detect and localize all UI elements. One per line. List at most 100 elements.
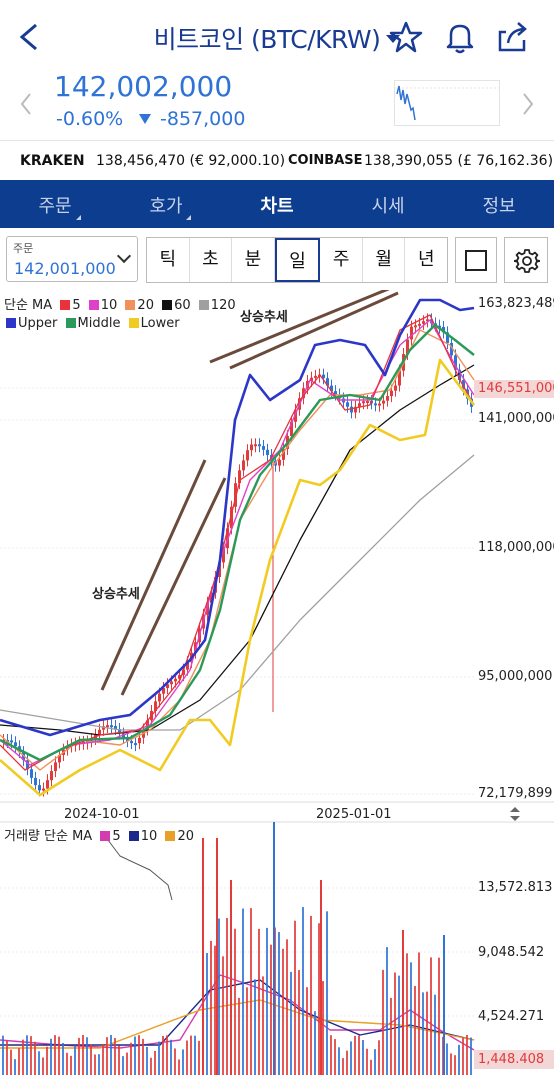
tab-chart[interactable]: 차트 <box>260 196 294 217</box>
volume-bar <box>450 1053 452 1075</box>
volume-bar <box>334 1039 336 1075</box>
volume-bar <box>418 952 420 1075</box>
band-legend: Upper Middle Lower <box>2 316 180 331</box>
candle <box>166 684 169 689</box>
candle <box>174 678 177 682</box>
tab-orderbook[interactable]: 호가 <box>149 196 183 217</box>
volume-bar <box>86 1037 88 1075</box>
order-select[interactable]: 주문 142,001,000 <box>6 236 138 282</box>
volume-bar <box>74 1045 76 1075</box>
volume-bar <box>118 1045 120 1075</box>
candle <box>246 450 249 461</box>
volume-bar <box>382 969 384 1075</box>
volume-bar <box>322 981 324 1075</box>
change-amount: -857,000 <box>160 108 246 130</box>
volume-bar <box>358 1035 360 1075</box>
volume-bar <box>262 976 264 1075</box>
fullscreen-button[interactable] <box>455 237 497 283</box>
volume-bar <box>390 997 392 1075</box>
volume-bar <box>50 1038 52 1075</box>
volume-bar <box>378 1040 380 1075</box>
next-icon[interactable] <box>520 92 536 116</box>
volume-bar <box>110 1035 112 1075</box>
tab-order[interactable]: 주문 <box>38 196 72 217</box>
volume-bar <box>302 907 304 1075</box>
ma60-swatch <box>162 300 173 310</box>
share-icon[interactable] <box>496 20 530 54</box>
volume-bar <box>98 1054 100 1075</box>
candle <box>242 460 245 471</box>
candle <box>442 326 445 333</box>
volume-spike <box>230 880 232 1075</box>
bell-icon[interactable] <box>443 20 477 54</box>
volume-bar <box>22 1039 24 1075</box>
volume-bar <box>62 1042 64 1075</box>
candle <box>290 421 293 437</box>
vma5-swatch <box>100 831 111 841</box>
volume-bar <box>294 920 296 1075</box>
prev-icon[interactable] <box>18 92 34 116</box>
candle <box>450 342 453 356</box>
ma10-line <box>0 319 475 766</box>
volume-bar <box>338 1047 340 1075</box>
date-axis-2: 2025-01-01 <box>316 807 392 822</box>
volume-bar <box>366 1048 368 1075</box>
candle <box>386 396 389 401</box>
period-year[interactable]: 년 <box>417 249 435 270</box>
volume-bar <box>6 1040 8 1075</box>
upper-label: Upper <box>18 316 58 331</box>
lower-swatch <box>128 318 139 328</box>
volume-bar <box>190 1035 192 1075</box>
tab-market[interactable]: 시세 <box>371 196 405 217</box>
ma-legend-prefix: 단순 MA <box>4 298 53 313</box>
candle <box>250 444 253 451</box>
mini-chart[interactable] <box>394 80 500 126</box>
ma120-label: 120 <box>210 298 236 313</box>
volume-bar <box>150 1057 152 1075</box>
volume-bar <box>346 1050 348 1075</box>
page-title[interactable]: 비트코인 (BTC/KRW) <box>0 20 554 56</box>
volume-bar <box>326 911 328 1075</box>
gear-icon <box>514 249 540 273</box>
candle <box>238 470 241 484</box>
volume-bar <box>126 1052 128 1075</box>
volume-bar <box>370 1059 372 1075</box>
candle <box>182 669 185 676</box>
volume-bar <box>318 923 320 1075</box>
period-minute[interactable]: 분 <box>232 238 275 282</box>
candle <box>446 332 449 343</box>
period-month[interactable]: 월 <box>363 238 406 282</box>
period-day[interactable]: 일 <box>274 238 321 282</box>
candle <box>170 681 173 685</box>
volume-bar <box>414 985 416 1075</box>
volume-bar <box>174 1048 176 1075</box>
settings-button[interactable] <box>504 237 548 283</box>
exchange-coinbase-name: COINBASE <box>288 153 363 168</box>
candle <box>234 483 237 507</box>
volume-bar <box>374 1049 376 1075</box>
candle <box>462 380 465 390</box>
volume-bar <box>38 1051 40 1075</box>
resize-handle-icon[interactable] <box>508 806 522 822</box>
period-week[interactable]: 주 <box>320 238 363 282</box>
volume-bar <box>198 1040 200 1075</box>
star-icon[interactable] <box>389 20 423 54</box>
back-icon[interactable] <box>16 22 42 52</box>
period-tick[interactable]: 틱 <box>147 238 190 282</box>
volume-bar <box>162 1036 164 1075</box>
candle <box>354 406 357 413</box>
candle <box>282 448 285 460</box>
chevron-down-icon[interactable] <box>386 35 401 43</box>
volume-bar <box>438 957 440 1075</box>
volume-bar <box>2 1035 4 1075</box>
price-chart[interactable] <box>0 290 554 1080</box>
square-icon <box>465 250 487 271</box>
period-second[interactable]: 초 <box>190 238 233 282</box>
volume-spike <box>216 838 218 1075</box>
volume-axis-2: 9,048.542 <box>478 945 545 960</box>
candle <box>206 602 209 615</box>
volume-bar <box>14 1059 16 1075</box>
volume-bar <box>166 1035 168 1075</box>
volume-bar <box>146 1046 148 1075</box>
tab-info[interactable]: 정보 <box>482 196 516 217</box>
